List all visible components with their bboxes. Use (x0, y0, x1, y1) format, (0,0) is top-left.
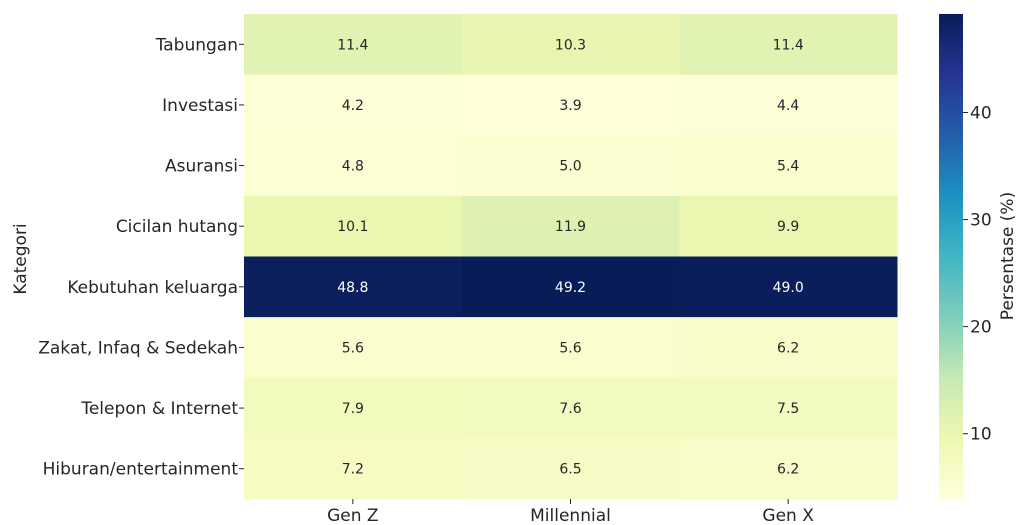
heatmap-cell (244, 195, 463, 257)
heatmap-cells: 11.4 10.3 11.4 4.2 3.9 4.4 4.8 5.0 5.4 10.1 11.9 9.… (244, 14, 898, 500)
cell-value-label: 11.4 (773, 37, 804, 53)
heatmap-cell (244, 135, 463, 197)
cell-value-label: 5.4 (777, 159, 799, 175)
cell-value-label: 7.2 (342, 462, 364, 478)
colorbar: 10 20 30 40 (939, 14, 992, 499)
cell-value-label: 49.0 (773, 280, 804, 296)
colorbar-tick-label: 10 (970, 425, 992, 445)
cell-value-label: 5.0 (559, 159, 581, 175)
column-label: Gen Z (327, 506, 378, 525)
colorbar-title: Persentase (%) (998, 192, 1018, 320)
row-labels: Tabungan Investasi Asuransi Cicilan hutang K… (38, 35, 244, 480)
cell-value-label: 3.9 (559, 98, 581, 114)
cell-value-label: 10.3 (555, 37, 586, 53)
heatmap-cell (244, 438, 463, 500)
heatmap-cell (461, 74, 680, 136)
row-label: Zakat, Infaq & Sedekah (38, 338, 238, 358)
cell-value-label: 11.4 (337, 37, 368, 53)
row-label: Investasi (162, 96, 238, 116)
heatmap-cell (244, 256, 463, 318)
heatmap-cell (461, 14, 680, 76)
row-label: Telepon & Internet (80, 399, 238, 419)
cell-value-label: 4.8 (342, 159, 364, 175)
heatmap-cell (461, 195, 680, 257)
cell-value-label: 11.9 (555, 219, 586, 235)
column-label: Gen X (762, 506, 814, 525)
cell-value-label: 7.5 (777, 401, 799, 417)
heatmap-cell (461, 377, 680, 439)
cell-value-label: 49.2 (555, 280, 586, 296)
heatmap-cell (461, 317, 680, 379)
heatmap-cell (679, 74, 898, 136)
cell-value-label: 5.6 (559, 340, 581, 356)
heatmap-cell (244, 14, 463, 76)
row-label: Asuransi (165, 157, 238, 177)
cell-value-label: 4.2 (342, 98, 364, 114)
heatmap-cell (679, 135, 898, 197)
y-axis-title: Kategori (11, 223, 31, 294)
heatmap-cell (679, 377, 898, 439)
row-label: Cicilan hutang (116, 217, 238, 237)
colorbar-tick-label: 20 (970, 318, 992, 338)
heatmap-cell (244, 74, 463, 136)
cell-value-label: 9.9 (777, 219, 799, 235)
cell-value-label: 7.6 (559, 401, 581, 417)
colorbar-tick-label: 30 (970, 211, 992, 231)
heatmap-cell (679, 317, 898, 379)
heatmap-cell (461, 135, 680, 197)
heatmap-cell (679, 256, 898, 318)
column-label: Millennial (530, 506, 611, 525)
row-label: Kebutuhan keluarga (67, 278, 238, 298)
cell-value-label: 48.8 (337, 280, 368, 296)
heatmap-cell (679, 438, 898, 500)
colorbar-tick-label: 40 (970, 103, 992, 123)
cell-value-label: 10.1 (337, 219, 368, 235)
column-labels: Gen Z Millennial Gen X (327, 499, 814, 525)
cell-value-label: 5.6 (342, 340, 364, 356)
cell-value-label: 7.9 (342, 401, 364, 417)
colorbar-gradient (939, 14, 963, 499)
heatmap-cell (679, 195, 898, 257)
row-label: Tabungan (155, 35, 238, 55)
cell-value-label: 6.5 (559, 462, 581, 478)
cell-value-label: 6.2 (777, 462, 799, 478)
cell-value-label: 6.2 (777, 340, 799, 356)
row-label: Hiburan/entertainment (43, 460, 239, 480)
heatmap-cell (244, 317, 463, 379)
heatmap-cell (461, 256, 680, 318)
heatmap-cell (461, 438, 680, 500)
heatmap-cell (679, 14, 898, 76)
heatmap-cell (244, 377, 463, 439)
cell-value-label: 4.4 (777, 98, 799, 114)
